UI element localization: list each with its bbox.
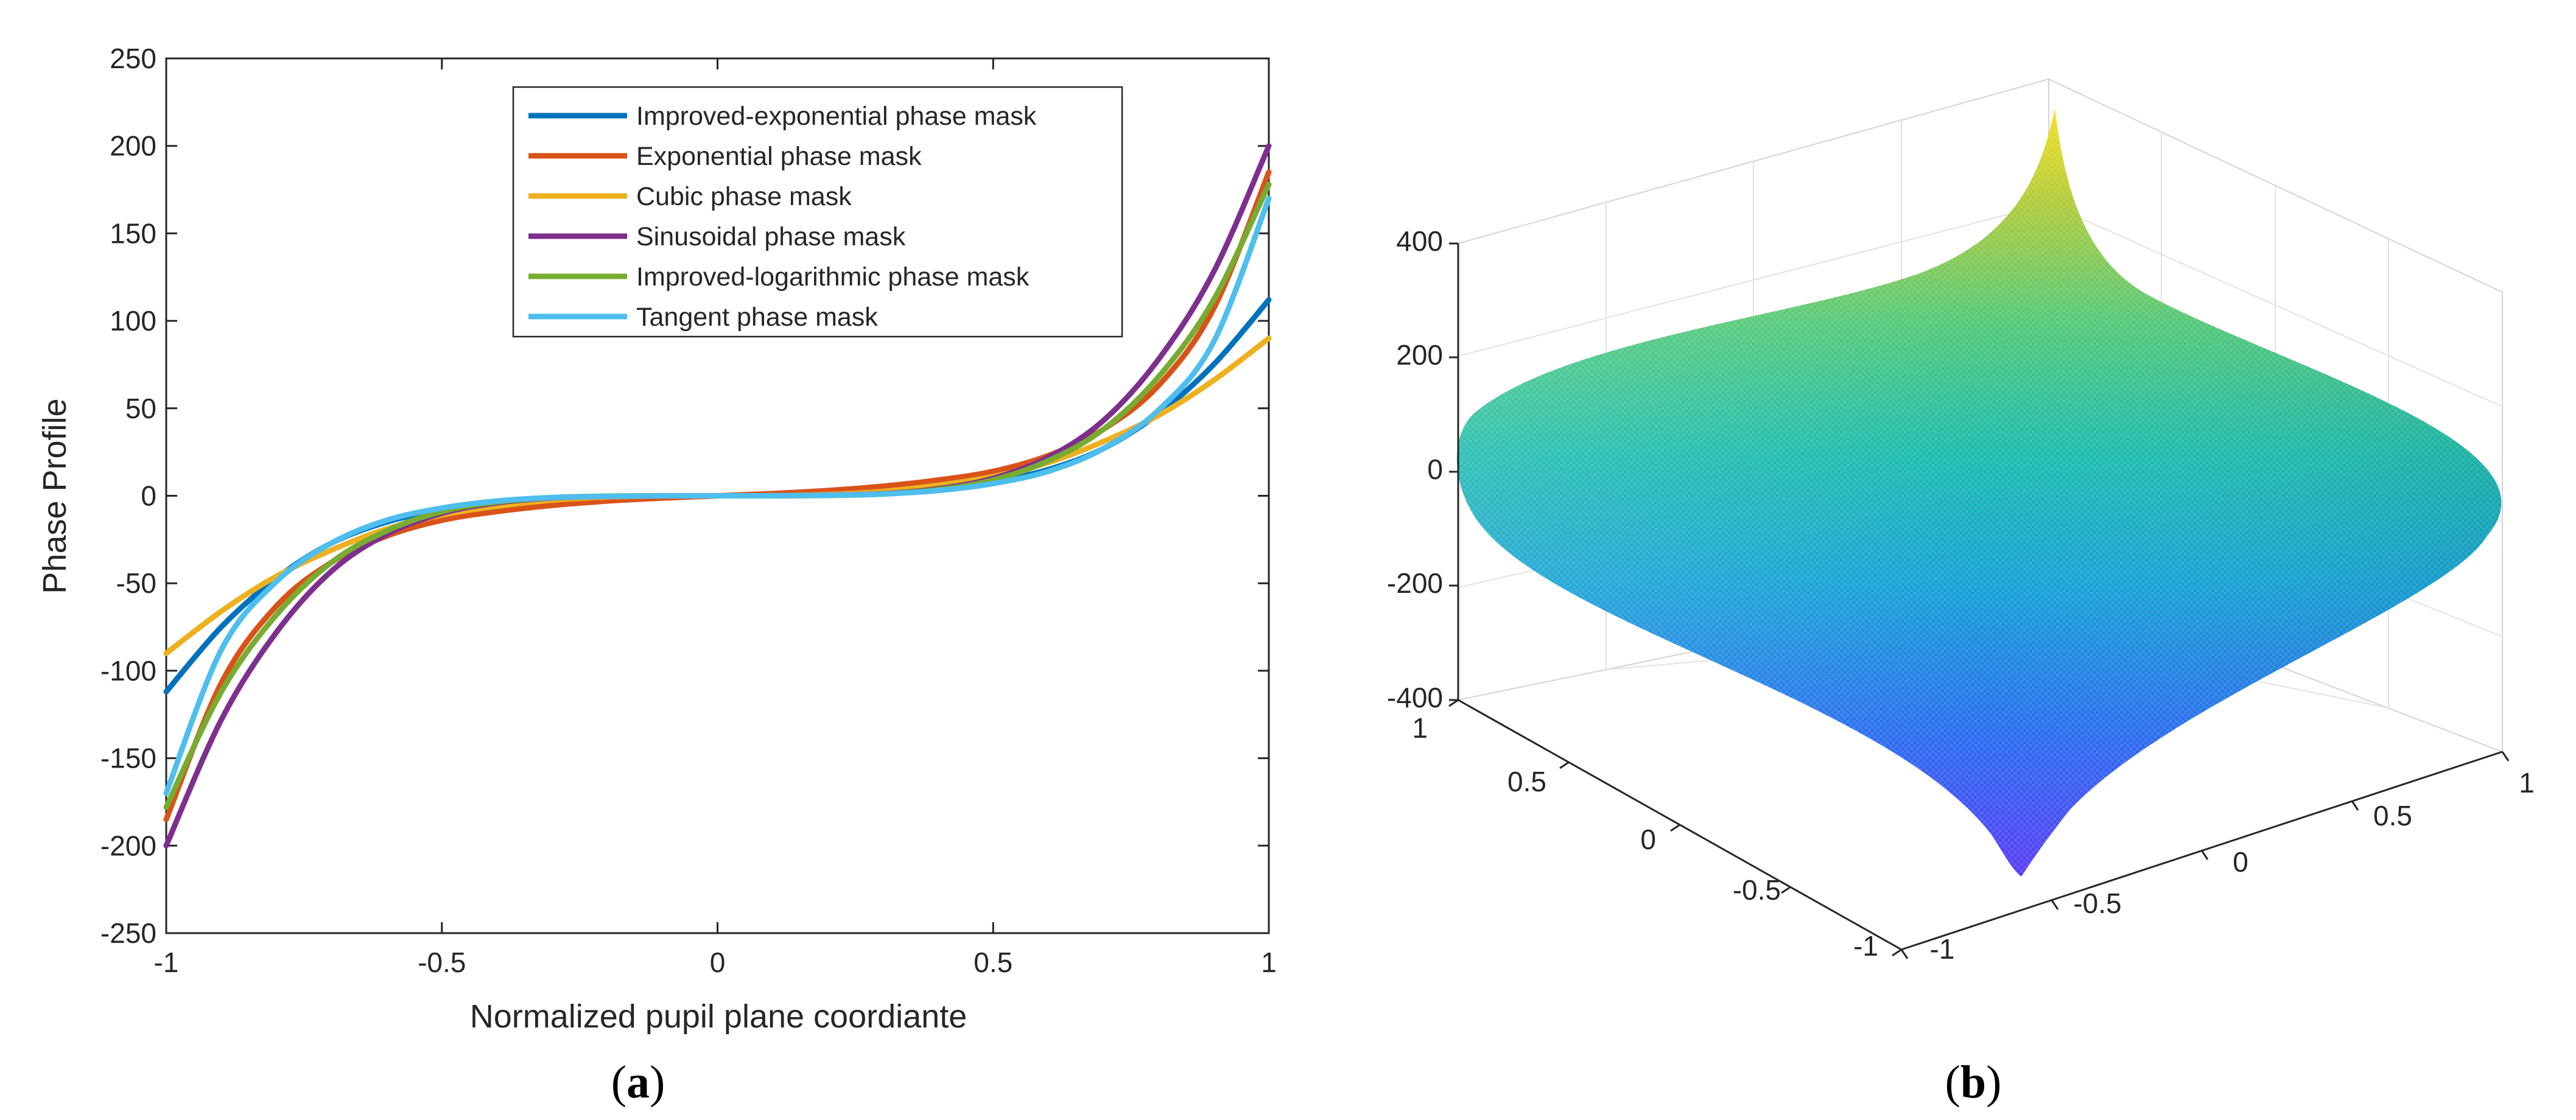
x-tick-label: -1 [154,947,179,978]
x-tick-label: 0 [710,947,726,978]
legend-label-tangent-phase-mask: Tangent phase mask [636,303,878,332]
panel-a-caption: (a) [611,1057,665,1108]
x-tick-label: -0.5 [1733,874,1781,906]
y-tick-label: 150 [110,217,156,249]
x-tick-label: 0.5 [974,947,1013,978]
z-tick-label: -400 [1387,682,1443,713]
y-axis-ticks: -250 -200 -150 -100 -50 0 50 100 150 200 250 [100,43,1269,949]
y-tick-label: -50 [116,567,156,599]
y-tick-label: -250 [100,917,156,949]
y-axis-label: Phase Profile [37,398,73,593]
legend-box [512,86,1123,338]
legend-label-improved-exponential-phase-mask: Improved-exponential phase mask [636,102,1037,131]
y-tick-label: 0 [2233,846,2248,878]
panel-a-line-chart: -250 -200 -150 -100 -50 0 50 100 150 200 250 -1 -0.… [37,43,1277,1108]
y-tick-label: -100 [100,655,156,687]
y-tick-label: 0 [141,480,156,512]
y-tick-label: 200 [110,130,156,162]
y-tick-label: 0.5 [2373,800,2412,831]
y-tick-label: -150 [100,743,156,774]
x-tick-label: 0.5 [1507,766,1546,797]
y-tick-label: -1 [1930,933,1955,965]
z-tick-label: 200 [1396,339,1443,371]
x-tick-label: -1 [1853,930,1878,962]
legend: Improved-exponential phase mask Exponenti… [512,86,1123,338]
legend-label-sinusoidal-phase-mask: Sinusoidal phase mask [636,222,906,251]
x-tick-label: 1 [1261,947,1277,978]
series-line-tangent-phase-mask [163,195,1272,796]
x-tick-label: -0.5 [418,947,466,978]
z-tick-label: -200 [1387,567,1443,599]
legend-label-cubic-phase-mask: Cubic phase mask [636,182,852,211]
x-axis-label: Normalized pupil plane coordiante [470,998,967,1035]
legend-label-exponential-phase-mask: Exponential phase mask [636,142,922,171]
x-tick-label: 0 [1640,824,1656,855]
panel-b-surface-plot: 400 200 0 -200 -400 1 0.5 0 -0.5 -1 -1 [1387,78,2535,1108]
y-tick-label: 50 [125,393,156,424]
y-tick-label: 1 [2519,767,2535,799]
x-axis-ticks-3d: 1 0.5 0 -0.5 -1 [1412,699,1902,962]
z-tick-label: 0 [1427,453,1443,485]
legend-label-improved-logarithmic-phase-mask: Improved-logarithmic phase mask [636,262,1030,292]
y-axis-ticks-3d: -1 -0.5 0 0.5 1 [1900,751,2535,965]
y-tick-label: -200 [100,830,156,861]
z-tick-label: 400 [1396,225,1443,257]
y-tick-label: 100 [110,305,156,337]
panel-b-caption: (b) [1945,1057,2002,1108]
z-axis-ticks: 400 200 0 -200 -400 [1387,225,1458,713]
y-tick-label: -0.5 [2073,887,2121,919]
y-tick-label: 250 [110,43,156,74]
phase-surface [1456,108,2502,877]
x-axis-ticks: -1 -0.5 0 0.5 1 [154,58,1277,978]
x-tick-label: 1 [1412,712,1428,744]
series-lines [163,143,1272,849]
